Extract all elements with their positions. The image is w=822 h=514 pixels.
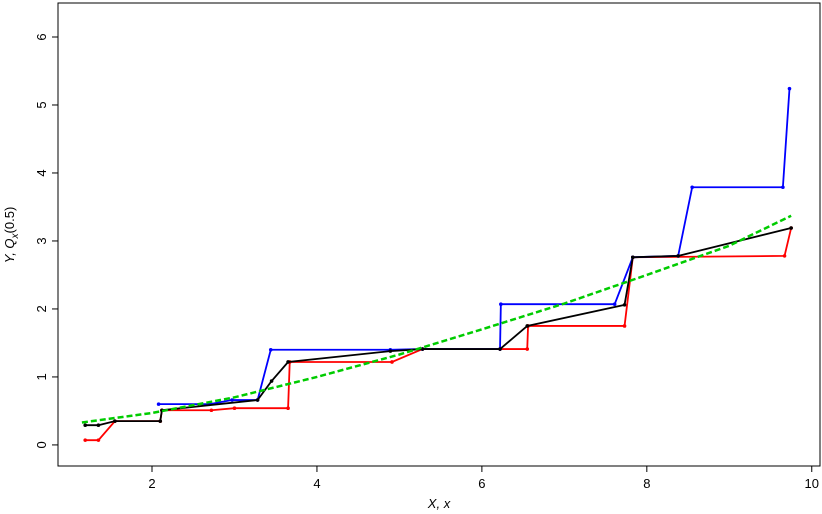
point — [232, 406, 237, 411]
point — [209, 408, 214, 413]
point — [286, 360, 290, 364]
x-tick-label: 4 — [313, 476, 320, 491]
point — [268, 347, 273, 352]
y-tick-label: 3 — [34, 237, 49, 244]
point — [158, 419, 163, 423]
y-axis-label: Y, Qx(0.5) — [2, 207, 21, 264]
point — [420, 347, 425, 351]
point — [690, 185, 694, 190]
point — [525, 324, 530, 328]
x-tick-label: 8 — [643, 476, 650, 491]
point — [286, 406, 290, 411]
y-tick-label: 4 — [34, 169, 49, 176]
series-line — [81, 214, 792, 424]
point — [789, 226, 793, 230]
y-tick-label: 5 — [34, 101, 49, 108]
x-tick-label: 2 — [148, 476, 155, 491]
point — [390, 360, 394, 364]
point — [96, 423, 101, 428]
y-label-sub: x — [10, 232, 21, 239]
x-tick-label: 6 — [478, 476, 485, 491]
y-tick-label: 6 — [34, 33, 49, 40]
point — [498, 347, 502, 351]
point — [388, 349, 393, 353]
point — [83, 423, 88, 428]
y-tick-label: 0 — [34, 441, 49, 448]
point — [156, 402, 161, 406]
point — [96, 438, 101, 442]
series-line — [158, 88, 791, 406]
y-tick-label: 2 — [34, 305, 49, 312]
point — [113, 419, 117, 423]
y-label-tail: (0.5) — [2, 207, 17, 234]
x-tick-label: 10 — [805, 476, 819, 491]
point — [630, 255, 635, 260]
point — [787, 86, 792, 91]
point — [781, 185, 785, 190]
point — [612, 302, 617, 306]
series-line — [85, 227, 793, 442]
point — [83, 438, 88, 442]
point — [782, 254, 787, 258]
y-label-main: Y, Q — [2, 238, 17, 263]
y-tick-label: 1 — [34, 373, 49, 380]
point — [622, 324, 627, 328]
point — [525, 347, 530, 351]
point — [230, 398, 234, 402]
point — [255, 398, 260, 402]
point — [676, 254, 680, 258]
point — [269, 379, 274, 383]
point — [622, 303, 627, 307]
x-axis-label: X, x — [427, 496, 451, 511]
series-line — [85, 227, 792, 427]
point — [499, 302, 503, 306]
plot-frame — [57, 2, 821, 467]
